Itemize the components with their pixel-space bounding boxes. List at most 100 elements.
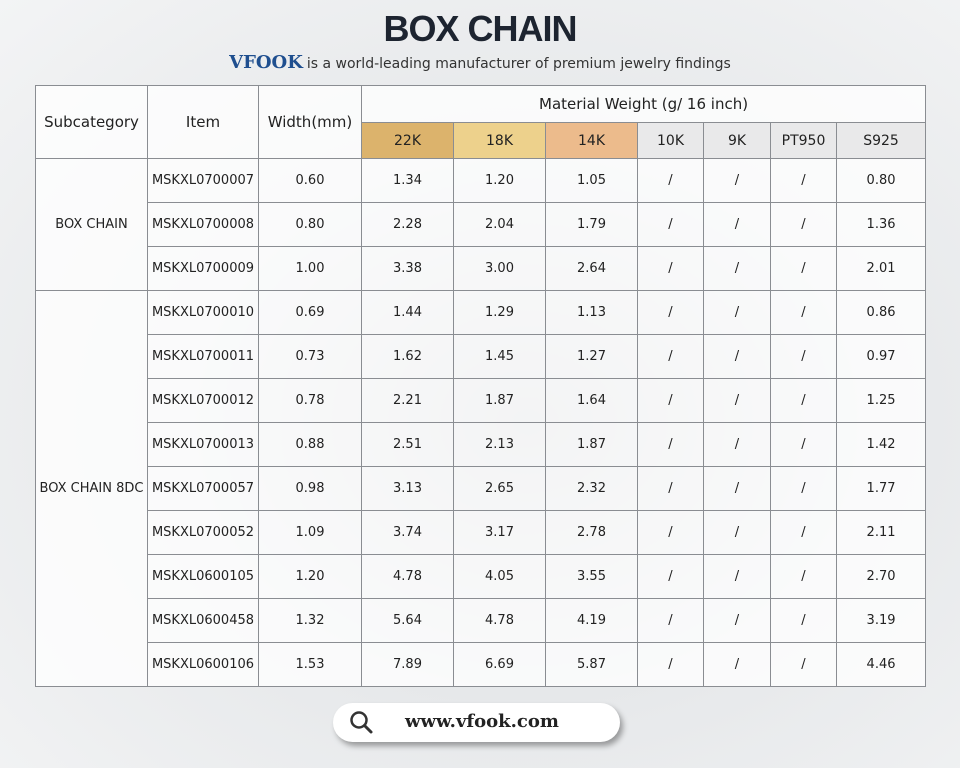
value-cell: / xyxy=(770,378,837,423)
value-cell: 1.20 xyxy=(258,554,362,599)
item-cell: MSKXL0700010 xyxy=(147,290,259,335)
value-cell: / xyxy=(703,598,771,643)
value-cell: 3.19 xyxy=(835,598,927,643)
value-cell: / xyxy=(637,554,704,599)
value-cell: 2.04 xyxy=(453,202,546,247)
tagline: is a world-leading manufacturer of premi… xyxy=(306,56,731,72)
value-cell: 0.73 xyxy=(258,334,362,379)
value-cell: 1.09 xyxy=(258,510,362,555)
item-cell: MSKXL0700011 xyxy=(147,334,259,379)
value-cell: / xyxy=(637,378,704,423)
value-cell: 0.88 xyxy=(258,422,362,467)
table-row: MSKXL0600458 1.32 5.64 4.78 4.19///3.19 xyxy=(36,598,927,643)
table-row: MSKXL0700057 0.98 3.13 2.65 2.32///1.77 xyxy=(36,466,927,511)
value-cell: / xyxy=(703,510,771,555)
value-cell: / xyxy=(637,334,704,379)
value-cell: 1.64 xyxy=(545,378,638,423)
value-cell: 2.32 xyxy=(545,466,638,511)
value-cell: 5.87 xyxy=(545,642,638,687)
value-cell: 1.53 xyxy=(258,642,362,687)
subtitle: VFOOK is a world-leading manufacturer of … xyxy=(0,52,960,73)
value-cell: 3.38 xyxy=(361,246,454,291)
search-bar[interactable]: www.vfook.com xyxy=(333,703,620,742)
value-cell: 4.05 xyxy=(453,554,546,599)
value-cell: 3.74 xyxy=(361,510,454,555)
item-cell: MSKXL0700052 xyxy=(147,510,259,555)
table-row: MSKXL0600106 1.53 7.89 6.69 5.87///4.46 xyxy=(36,642,927,687)
value-cell: 2.11 xyxy=(835,510,927,555)
column-header: Subcategory xyxy=(35,85,148,159)
value-cell: / xyxy=(770,334,837,379)
value-cell: / xyxy=(770,158,837,203)
value-cell: 0.60 xyxy=(258,158,362,203)
value-cell: 0.69 xyxy=(258,290,362,335)
value-cell: / xyxy=(637,246,704,291)
value-cell: 6.69 xyxy=(453,642,546,687)
value-cell: 4.78 xyxy=(453,598,546,643)
value-cell: 2.51 xyxy=(361,422,454,467)
subcategory-cell: BOX CHAIN 8DC xyxy=(35,290,148,687)
table-row: MSKXL0700009 1.00 3.38 3.00 2.64///2.01 xyxy=(36,246,927,291)
value-cell: / xyxy=(637,158,704,203)
value-cell: 2.21 xyxy=(361,378,454,423)
value-cell: 1.13 xyxy=(545,290,638,335)
value-cell: / xyxy=(703,334,771,379)
value-cell: / xyxy=(703,378,771,423)
value-cell: / xyxy=(770,510,837,555)
value-cell: / xyxy=(703,202,771,247)
value-cell: 0.86 xyxy=(835,290,927,335)
value-cell: 4.78 xyxy=(361,554,454,599)
value-cell: 3.13 xyxy=(361,466,454,511)
value-cell: / xyxy=(770,202,837,247)
value-cell: 0.78 xyxy=(258,378,362,423)
material-header-cell: 10K xyxy=(637,122,704,159)
value-cell: 1.45 xyxy=(453,334,546,379)
value-cell: 1.20 xyxy=(453,158,546,203)
value-cell: / xyxy=(637,598,704,643)
item-cell: MSKXL0600105 xyxy=(147,554,259,599)
value-cell: 5.64 xyxy=(361,598,454,643)
column-header: Item xyxy=(147,85,259,159)
url: www.vfook.com xyxy=(405,711,559,732)
value-cell: / xyxy=(770,598,837,643)
item-cell: MSKXL0700012 xyxy=(147,378,259,423)
material-header-cell: S925 xyxy=(835,122,927,159)
value-cell: 2.13 xyxy=(453,422,546,467)
value-cell: 1.25 xyxy=(835,378,927,423)
brand: VFOOK xyxy=(229,52,303,73)
item-cell: MSKXL0700008 xyxy=(147,202,259,247)
value-cell: 4.46 xyxy=(835,642,927,687)
value-cell: / xyxy=(770,642,837,687)
value-cell: 0.80 xyxy=(258,202,362,247)
table-row: MSKXL0700008 0.80 2.28 2.04 1.79///1.36 xyxy=(36,202,927,247)
value-cell: 1.77 xyxy=(835,466,927,511)
value-cell: / xyxy=(637,290,704,335)
item-cell: MSKXL0600106 xyxy=(147,642,259,687)
value-cell: 1.34 xyxy=(361,158,454,203)
table-row: BOX CHAIN 8DC MSKXL0700010 0.69 1.44 1.29 1.1… xyxy=(35,290,927,687)
item-cell: MSKXL0700009 xyxy=(147,246,259,291)
subcategory-cell: BOX CHAIN xyxy=(35,158,148,291)
value-cell: 1.27 xyxy=(545,334,638,379)
value-cell: / xyxy=(637,422,704,467)
value-cell: / xyxy=(770,290,837,335)
value-cell: 2.78 xyxy=(545,510,638,555)
material-header-cell: 9K xyxy=(703,122,771,159)
value-cell: 2.64 xyxy=(545,246,638,291)
value-cell: / xyxy=(703,554,771,599)
weight-table: Subcategory Item Width(mm) Material Weight … xyxy=(35,85,927,687)
item-cell: MSKXL0700057 xyxy=(147,466,259,511)
item-cell: MSKXL0600458 xyxy=(147,598,259,643)
value-cell: 1.44 xyxy=(361,290,454,335)
value-cell: 1.05 xyxy=(545,158,638,203)
item-cell: MSKXL0700013 xyxy=(147,422,259,467)
value-cell: / xyxy=(703,466,771,511)
value-cell: 1.79 xyxy=(545,202,638,247)
value-cell: 1.87 xyxy=(453,378,546,423)
material-header-cell: 18K xyxy=(453,122,546,159)
value-cell: / xyxy=(703,290,771,335)
table-row: MSKXL0700013 0.88 2.51 2.13 1.87///1.42 xyxy=(36,422,927,467)
item-cell: MSKXL0700007 xyxy=(147,158,259,203)
value-cell: 1.62 xyxy=(361,334,454,379)
